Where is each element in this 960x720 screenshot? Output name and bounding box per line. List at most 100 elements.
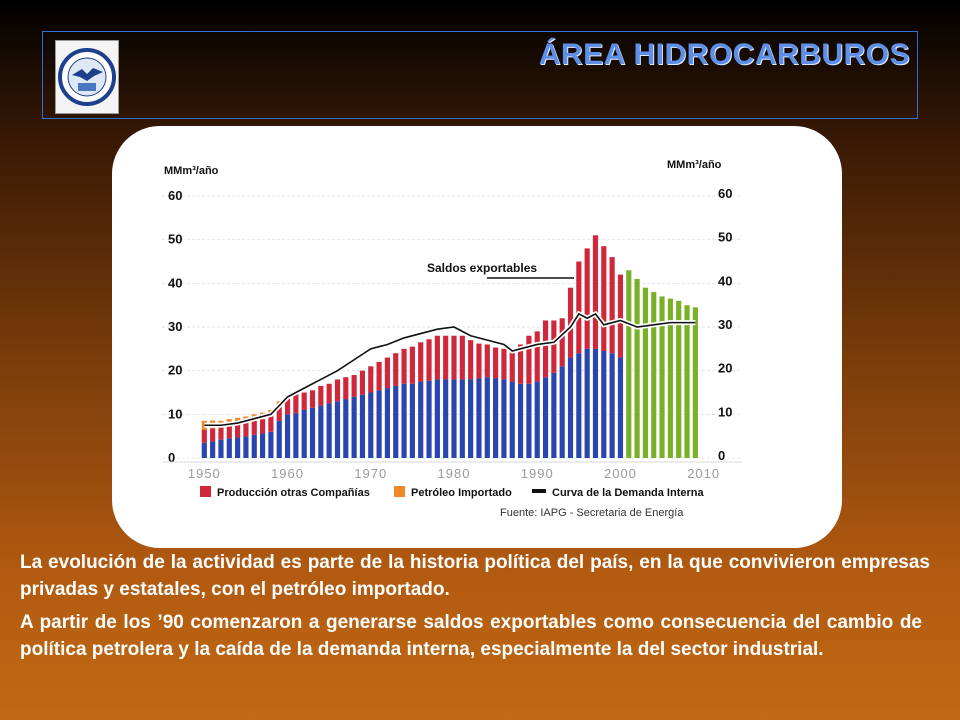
bar-ypf — [309, 407, 316, 458]
bar-projection — [667, 298, 673, 458]
right-axis: 0 10 20 30 40 50 60 — [718, 186, 732, 463]
bar-ypf — [318, 405, 324, 458]
bar-other-companies — [468, 340, 474, 380]
bar-projection — [684, 305, 690, 458]
bar-other-companies — [576, 261, 582, 354]
bar-projection — [651, 292, 657, 458]
x-tick-label: 1980 — [438, 466, 471, 481]
bar-projection — [676, 300, 682, 458]
bar-other-companies — [368, 366, 374, 393]
page-title: ÁREA HIDROCARBUROS — [538, 38, 910, 71]
bar-other-companies — [334, 379, 341, 402]
bar-ypf — [443, 379, 449, 458]
bar-ypf — [451, 379, 457, 458]
bar-ypf — [434, 379, 440, 458]
bar-ypf — [210, 441, 216, 458]
bar-ypf — [409, 383, 415, 458]
bar-ypf — [401, 383, 407, 458]
bar-other-companies — [293, 393, 299, 414]
bar-other-companies — [617, 274, 624, 358]
x-tick-label: 2000 — [604, 466, 637, 481]
bar-other-companies — [384, 357, 390, 389]
x-tick-label: 2010 — [687, 466, 720, 481]
bar-other-companies — [551, 320, 557, 373]
bar-ypf — [201, 442, 207, 458]
bar-other-companies — [526, 335, 532, 384]
legend-label: Curva de la Demanda Interna — [552, 487, 704, 499]
bar-other-companies — [409, 346, 415, 384]
bar-other-companies — [376, 361, 382, 391]
demand-line — [204, 312, 696, 427]
bar-other-companies — [484, 344, 490, 378]
university-logo — [55, 40, 119, 114]
bar-ypf — [260, 433, 266, 458]
bar-other-companies — [260, 419, 266, 434]
bar-ypf — [251, 434, 257, 458]
left-tick-label: 30 — [168, 319, 182, 334]
bar-ypf — [418, 381, 424, 458]
bar-ypf — [368, 392, 374, 458]
bar-ypf — [617, 357, 624, 458]
bar-other-companies — [201, 429, 207, 443]
left-tick-label: 60 — [168, 188, 182, 203]
bar-ypf — [235, 437, 241, 458]
bar-ypf — [351, 396, 357, 458]
left-tick-label: 40 — [168, 275, 182, 290]
bar-ypf — [493, 378, 499, 458]
bar-ypf — [426, 380, 432, 458]
bar-ypf — [601, 351, 607, 458]
bar-other-companies — [343, 377, 349, 400]
paragraph-history: La evolución de la actividad es parte de… — [20, 552, 930, 600]
bar-ypf — [592, 348, 599, 458]
bar-other-companies — [601, 246, 607, 352]
bar-other-companies — [251, 420, 257, 435]
bar-other-companies — [509, 348, 515, 382]
bar-other-companies — [501, 348, 507, 380]
x-tick-label: 1970 — [354, 466, 387, 481]
paragraph-exports: A partir de los ’90 comenzaron a generar… — [20, 612, 922, 660]
bar-ypf — [567, 357, 574, 458]
bar-ypf — [301, 409, 307, 458]
bar-projection — [659, 296, 665, 458]
bar-other-companies — [235, 424, 241, 438]
bar-other-companies — [284, 396, 291, 415]
left-tick-label: 10 — [168, 406, 182, 421]
bar-other-companies — [301, 392, 307, 410]
right-tick-label: 30 — [718, 317, 732, 332]
bar-ypf — [534, 381, 540, 458]
bar-other-companies — [451, 335, 457, 380]
left-tick-label: 0 — [168, 450, 175, 465]
bar-ypf — [484, 377, 490, 458]
bar-ypf — [576, 353, 582, 458]
bar-ypf — [526, 383, 532, 458]
right-tick-label: 20 — [718, 361, 732, 376]
annotation-label: Saldos exportables — [427, 261, 537, 275]
bar-other-companies — [584, 248, 590, 349]
bar-ypf — [501, 379, 507, 458]
bar-ypf — [542, 377, 549, 458]
legend-swatch — [394, 486, 405, 497]
left-axis: 0 10 20 30 40 50 60 — [168, 188, 182, 465]
demand-curve — [204, 310, 696, 428]
bar-ypf — [243, 436, 249, 458]
bar-other-companies — [243, 423, 249, 437]
bar-other-companies — [268, 416, 274, 432]
bar-ypf — [284, 414, 291, 458]
bar-ypf — [326, 403, 332, 458]
left-tick-label: 20 — [168, 363, 182, 378]
bar-ypf — [334, 401, 341, 458]
bar-projection — [692, 307, 698, 458]
bar-other-companies — [443, 335, 449, 380]
bar-other-companies — [226, 425, 232, 439]
chart-legend: Producción otras Compañías Petróleo Impor… — [200, 486, 704, 499]
header-frame — [42, 31, 918, 119]
right-tick-label: 60 — [718, 186, 732, 201]
legend-swatch — [200, 486, 211, 497]
bar-other-companies — [418, 342, 424, 382]
legend-label: Petróleo Importado — [411, 487, 512, 499]
bar-ypf — [268, 431, 274, 458]
bar-ypf — [459, 379, 465, 458]
bar-other-companies — [276, 405, 282, 421]
bar-projection — [626, 270, 632, 458]
bar-other-companies — [518, 344, 524, 384]
